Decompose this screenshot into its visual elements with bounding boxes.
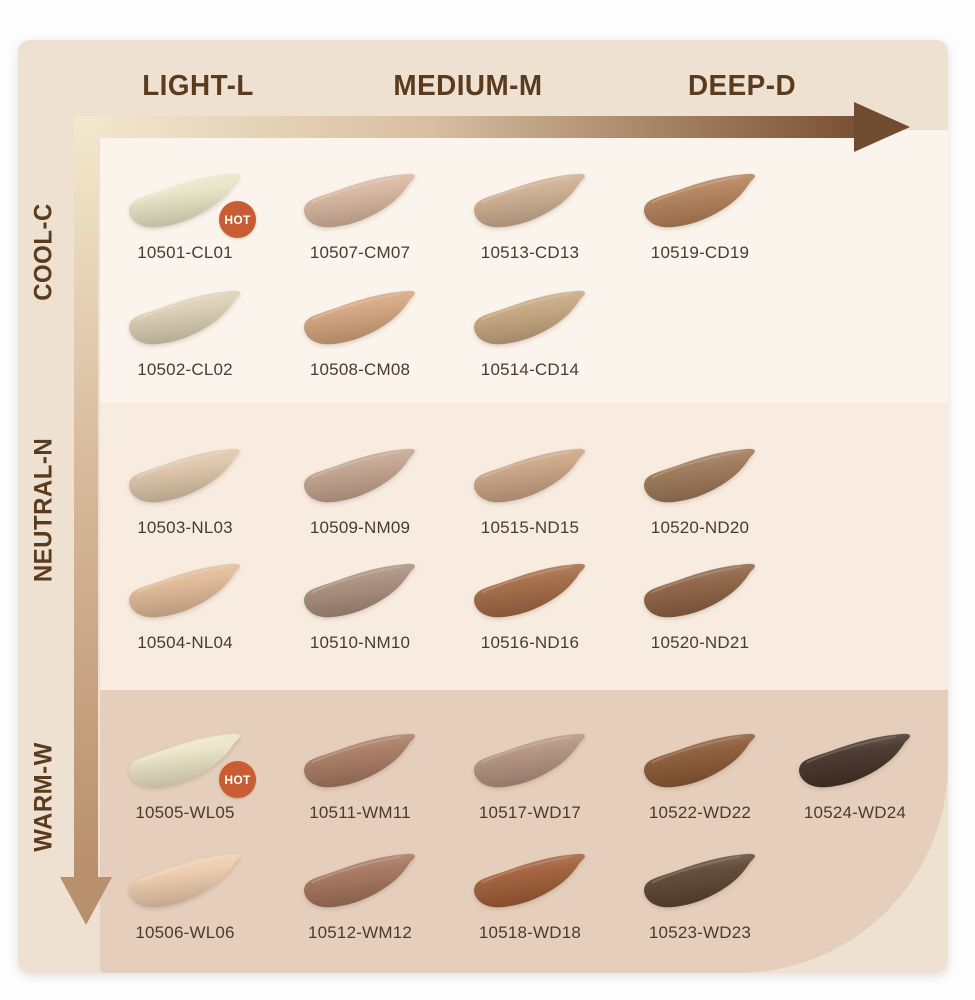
shade-swatch-smear xyxy=(129,290,240,345)
shade-code-label: 10507-CM07 xyxy=(309,243,411,262)
shade-swatch-smear xyxy=(129,173,240,228)
shade-code-label: 10518-WD18 xyxy=(478,923,582,942)
section-cool xyxy=(100,130,948,402)
column-header-light: LIGHT-L xyxy=(142,70,254,102)
shade-cell: 10505-WL05 HOT xyxy=(95,733,275,823)
shade-cell: 10519-CD19 xyxy=(610,173,790,263)
shade-swatch-smear xyxy=(304,290,415,345)
shade-code-label: 10508-CM08 xyxy=(309,360,411,379)
shade-cell: 10504-NL04 xyxy=(95,563,275,653)
shade-cell: 10516-ND16 xyxy=(440,563,620,653)
shade-code-label: 10520-ND21 xyxy=(650,633,750,652)
shade-cell: 10501-CL01 HOT xyxy=(95,173,275,263)
column-header-deep: DEEP-D xyxy=(687,70,797,102)
shade-cell: 10507-CM07 xyxy=(270,173,450,263)
shade-swatch-smear xyxy=(644,563,755,618)
shade-swatch-smear xyxy=(129,563,240,618)
shade-swatch-smear xyxy=(129,448,240,503)
shade-code-label: 10516-ND16 xyxy=(480,633,580,652)
shade-code-label: 10511-WM11 xyxy=(309,803,411,822)
shade-code-label: 10502-CL02 xyxy=(137,360,233,379)
shade-cell: 10517-WD17 xyxy=(440,733,620,823)
shade-code-label: 10512-WM12 xyxy=(307,923,413,942)
shade-cell: 10515-ND15 xyxy=(440,448,620,538)
shade-cell: 10518-WD18 xyxy=(440,853,620,943)
shade-cell: 10512-WM12 xyxy=(270,853,450,943)
row-label-cool: COOL-C xyxy=(29,203,58,301)
shade-cell: 10509-NM09 xyxy=(270,448,450,538)
shade-swatch-smear xyxy=(304,448,415,503)
shade-cell: 10520-ND21 xyxy=(610,563,790,653)
depth-axis-arrowhead-icon xyxy=(854,102,910,152)
shade-code-label: 10503-NL03 xyxy=(137,518,233,537)
shade-cell: 10513-CD13 xyxy=(440,173,620,263)
row-label-neutral: NEUTRAL-N xyxy=(29,437,58,583)
section-warm xyxy=(100,690,948,973)
shade-code-label: 10506-WL06 xyxy=(135,923,235,942)
shade-cell: 10523-WD23 xyxy=(610,853,790,943)
shade-chart-card: LIGHT-L MEDIUM-M DEEP-D COOL-C NEUTRAL-N… xyxy=(18,40,948,973)
shade-cell: 10520-ND20 xyxy=(610,448,790,538)
shade-code-label: 10513-CD13 xyxy=(480,243,580,262)
shade-swatch-smear xyxy=(474,290,585,345)
shade-cell: 10508-CM08 xyxy=(270,290,450,380)
shade-code-label: 10504-NL04 xyxy=(137,633,233,652)
shade-code-label: 10520-ND20 xyxy=(650,518,750,537)
shade-code-label: 10514-CD14 xyxy=(480,360,580,379)
shade-code-label: 10501-CL01 xyxy=(137,243,233,262)
shade-swatch-smear xyxy=(474,448,585,503)
shade-code-label: 10505-WL05 xyxy=(135,803,235,822)
shade-cell: 10502-CL02 xyxy=(95,290,275,380)
shade-swatch-smear xyxy=(474,563,585,618)
shade-swatch-smear xyxy=(304,853,415,908)
shade-swatch-smear xyxy=(304,563,415,618)
shade-swatch-smear xyxy=(474,173,585,228)
shade-code-label: 10524-WD24 xyxy=(803,803,907,822)
shade-swatch-smear xyxy=(129,733,240,788)
row-label-warm: WARM-W xyxy=(29,742,58,852)
shade-code-label: 10522-WD22 xyxy=(648,803,752,822)
shade-code-label: 10517-WD17 xyxy=(478,803,582,822)
shade-swatch-smear xyxy=(474,853,585,908)
shade-swatch-smear xyxy=(129,853,240,908)
shade-cell: 10506-WL06 xyxy=(95,853,275,943)
shade-swatch-smear xyxy=(644,173,755,228)
shade-swatch-smear xyxy=(474,733,585,788)
shade-swatch-smear xyxy=(799,733,910,788)
shade-swatch-smear xyxy=(304,173,415,228)
shade-cell: 10511-WM11 xyxy=(270,733,450,823)
shade-swatch-smear xyxy=(644,733,755,788)
shade-code-label: 10523-WD23 xyxy=(648,923,752,942)
shade-cell: 10524-WD24 xyxy=(765,733,945,823)
shade-code-label: 10515-ND15 xyxy=(480,518,580,537)
shade-cell: 10522-WD22 xyxy=(610,733,790,823)
shade-swatch-smear xyxy=(644,448,755,503)
shade-cell: 10514-CD14 xyxy=(440,290,620,380)
section-neutral xyxy=(100,402,948,690)
depth-axis-arrow-bar xyxy=(76,116,855,138)
hot-badge: HOT xyxy=(219,761,256,798)
shade-cell: 10510-NM10 xyxy=(270,563,450,653)
shade-swatch-smear xyxy=(304,733,415,788)
shade-code-label: 10519-CD19 xyxy=(650,243,750,262)
shade-code-label: 10510-NM10 xyxy=(309,633,411,652)
shade-code-label: 10509-NM09 xyxy=(309,518,411,537)
shade-swatch-smear xyxy=(644,853,755,908)
shade-cell: 10503-NL03 xyxy=(95,448,275,538)
column-header-medium: MEDIUM-M xyxy=(393,70,543,102)
hot-badge: HOT xyxy=(219,201,256,238)
undertone-axis-arrow-bar xyxy=(74,116,98,878)
undertone-axis-arrowhead-icon xyxy=(60,877,112,925)
